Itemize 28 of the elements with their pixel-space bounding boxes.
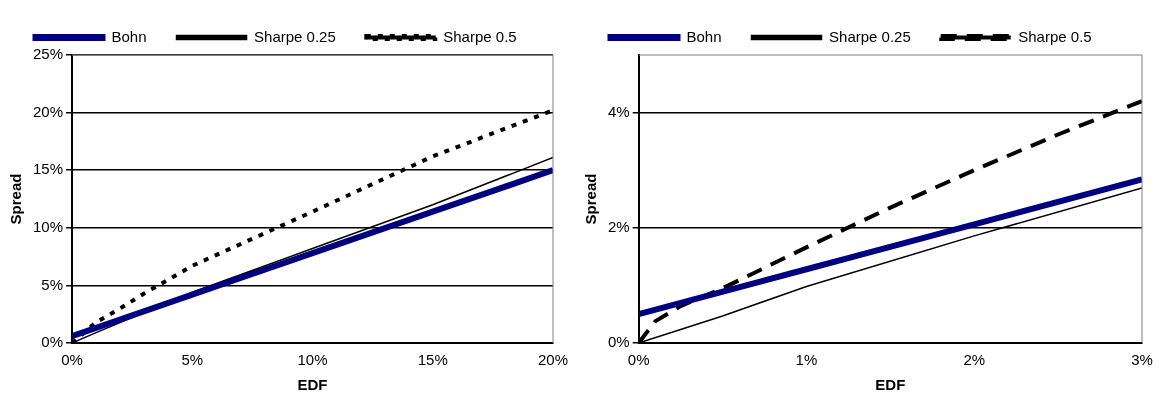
y-tick-label: 0%	[41, 333, 64, 351]
x-tick-label: 0%	[61, 351, 83, 369]
legend-label: Sharpe 0.5	[1018, 27, 1092, 45]
x-tick-label: 0%	[627, 351, 650, 369]
y-axis-title: Spread	[582, 173, 600, 225]
x-tick-label: 15%	[417, 351, 448, 369]
x-tick-label: 2%	[963, 351, 986, 369]
y-tick-label: 25%	[32, 45, 64, 63]
legend-label: Sharpe 0.25	[254, 27, 336, 45]
x-tick-label: 5%	[181, 351, 204, 369]
y-tick-label: 15%	[32, 160, 64, 178]
y-tick-label: 10%	[32, 217, 64, 235]
y-tick-label: 4%	[607, 102, 630, 120]
x-tick-label: 20%	[537, 351, 569, 369]
x-axis-title: EDF	[297, 376, 328, 394]
legend-label: Bohn	[111, 27, 147, 45]
x-axis-title: EDF	[875, 376, 906, 394]
legend-label: Sharpe 0.25	[829, 27, 911, 45]
y-tick-label: 20%	[32, 102, 64, 120]
x-tick-label: 3%	[1131, 351, 1153, 369]
x-tick-label: 1%	[795, 351, 818, 369]
legend-label: Bohn	[686, 27, 722, 45]
legend-label: Sharpe 0.5	[443, 27, 517, 45]
y-tick-label: 2%	[607, 217, 630, 235]
x-tick-label: 10%	[297, 351, 328, 369]
y-tick-label: 0%	[607, 333, 630, 351]
y-axis-title: Spread	[7, 173, 25, 225]
y-tick-label: 5%	[41, 275, 64, 293]
